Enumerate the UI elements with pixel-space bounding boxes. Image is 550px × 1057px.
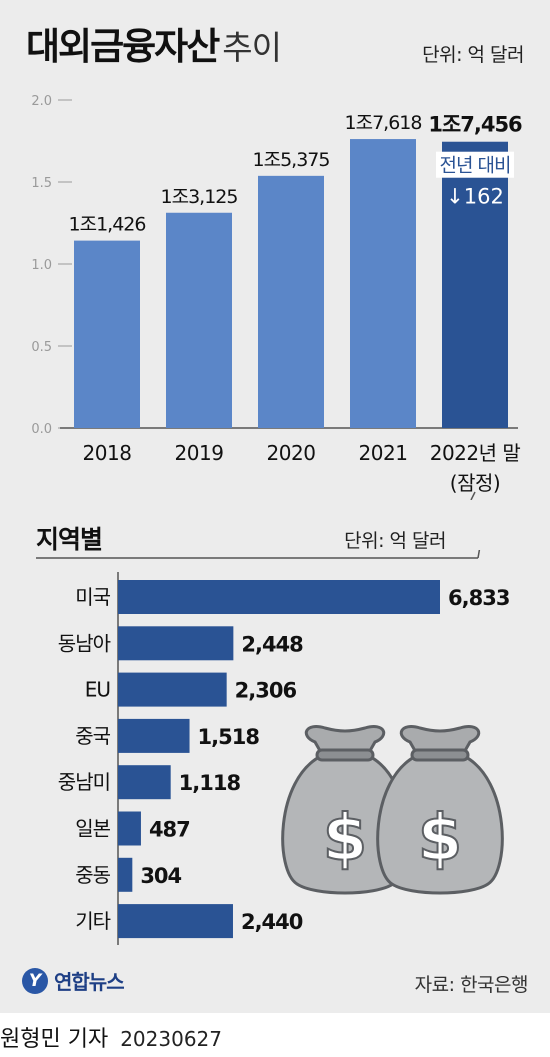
yearly-bar-chart: 0.0 0.5 1.0 1.5 2.0 1조1,426 2018 1조3,125 2019 1조5… <box>31 94 523 500</box>
change-label-bg <box>436 151 514 178</box>
yonhap-logo: Y 연합뉴스 <box>22 966 125 995</box>
y-tick-label: 1.0 <box>31 258 52 273</box>
region-value-label: 2,440 <box>241 910 303 934</box>
region-value-label: 1,518 <box>198 725 260 749</box>
title-sub: 추이 <box>222 28 282 67</box>
region-section-title: 지역별 <box>36 525 103 554</box>
bar-value-label: 1조7,456 <box>428 113 522 137</box>
region-value-label: 1,118 <box>179 771 241 795</box>
reporter-name: 원형민 기자 <box>0 1027 109 1052</box>
x-tick-label: 2021 <box>359 441 408 465</box>
region-bar-4 <box>118 765 171 800</box>
region-bar-6 <box>118 857 133 892</box>
y-tick-label: 2.0 <box>31 94 52 109</box>
region-bar-7 <box>118 904 233 939</box>
bar-value-label: 1조3,125 <box>161 186 238 208</box>
connector-line <box>470 491 476 500</box>
bar-value-label: 1조7,618 <box>345 112 422 134</box>
unit-label-top: 단위: 억 달러 <box>422 44 524 66</box>
y-tick-label: 0.5 <box>31 340 52 355</box>
bar-2021 <box>350 139 416 428</box>
region-label: 중동 <box>75 863 110 887</box>
svg-text:$: $ <box>323 802 368 876</box>
region-bar-2 <box>118 672 227 707</box>
region-value-label: 487 <box>149 818 190 842</box>
region-value-label: 2,448 <box>241 632 303 656</box>
bar-2019 <box>166 212 232 428</box>
region-bar-chart: $ $ 미국 6,833 동남아 2,448 EU 2,306 중국 1,518 중남미 1,11… <box>36 550 510 945</box>
x-tick-label: 2019 <box>175 441 224 465</box>
x-tick-label: 2020 <box>267 441 316 465</box>
bar-value-label: 1조1,426 <box>69 214 146 236</box>
bar-value-label: 1조5,375 <box>253 149 330 171</box>
region-label: 일본 <box>75 817 110 841</box>
publish-date: 20230627 <box>120 1027 222 1051</box>
bar-2018 <box>74 240 140 428</box>
change-value: ↓162 <box>446 185 504 209</box>
y-tick-label: 0.0 <box>31 422 52 437</box>
bar-2020 <box>258 175 324 428</box>
region-value-label: 304 <box>140 864 181 888</box>
region-bar-1 <box>118 626 234 661</box>
region-bar-0 <box>118 580 440 614</box>
region-bar-5 <box>118 811 141 846</box>
title-main: 대외금융자산 <box>26 25 220 68</box>
region-label: 중남미 <box>58 770 110 794</box>
bar-2022년 말 <box>442 141 508 428</box>
byline: 원형민 기자 20230627 <box>0 1021 222 1053</box>
region-label: 기타 <box>75 909 110 933</box>
region-label: 미국 <box>75 585 110 609</box>
change-label: 전년 대비 <box>440 155 511 177</box>
x-tick-label: 2018 <box>83 441 132 465</box>
x-tick-label: (잠정) <box>450 471 500 495</box>
region-label: 동남아 <box>58 631 111 655</box>
region-bar-3 <box>118 718 190 753</box>
y-tick-label: 1.5 <box>31 176 52 191</box>
chart-title: 대외금융자산 추이 <box>26 16 282 70</box>
region-label: EU <box>85 678 110 702</box>
logo-text: 연합뉴스 <box>54 970 125 994</box>
logo-mark: Y <box>22 967 48 994</box>
region-value-label: 2,306 <box>235 679 297 703</box>
money-bag-icon: $ <box>376 725 504 895</box>
svg-text:$: $ <box>418 802 463 876</box>
money-bag-icon: $ <box>281 725 409 895</box>
unit-label-region: 단위: 억 달러 <box>344 530 446 552</box>
source-label: 자료: 한국은행 <box>414 974 529 996</box>
connector-line <box>477 550 481 559</box>
region-value-label: 6,833 <box>448 586 509 610</box>
x-tick-label: 2022년 말 <box>430 441 521 465</box>
region-label: 중국 <box>75 724 110 748</box>
